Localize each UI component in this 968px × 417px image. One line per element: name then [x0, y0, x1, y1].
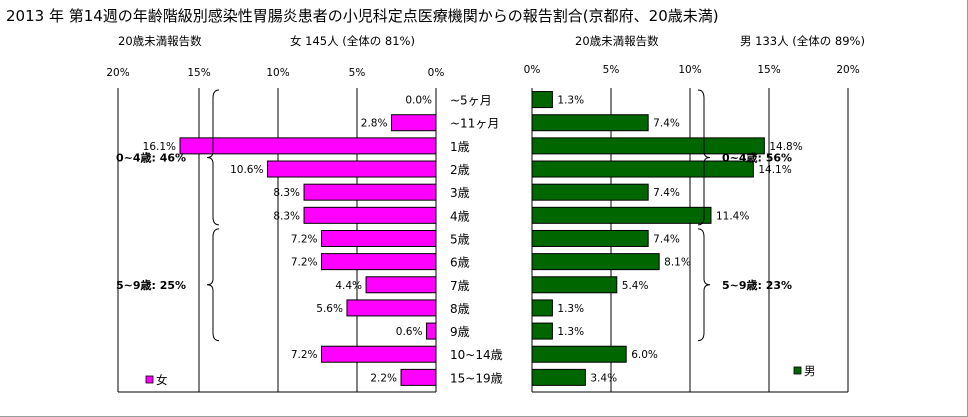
female-value-label: 8.3%: [273, 187, 300, 199]
male-group-brace: [697, 89, 711, 226]
female-legend-label: 女: [156, 373, 168, 387]
male-value-label: 1.3%: [557, 326, 584, 338]
male-value-label: 8.1%: [664, 257, 691, 269]
male-bar: [531, 345, 627, 363]
male-group-label: 0~4歳: 56%: [722, 150, 792, 164]
male-bar: [531, 276, 618, 294]
female-group-brace: [206, 228, 220, 342]
category-label: 1歳: [450, 140, 470, 154]
female-bar: [321, 345, 437, 363]
female-group-label: 5~9歳: 25%: [116, 278, 186, 292]
male-bar: [531, 368, 586, 386]
female-bar: [303, 183, 437, 201]
male-group-brace: [697, 228, 711, 342]
male-value-label: 1.3%: [557, 95, 584, 107]
female-tick-label: 20%: [106, 67, 129, 79]
female-bar: [346, 299, 437, 317]
male-value-label: 1.3%: [557, 303, 584, 315]
female-tick-label: 5%: [349, 67, 366, 79]
male-value-label: 7.4%: [653, 187, 680, 199]
category-label: 4歳: [450, 209, 470, 223]
female-value-label: 0.0%: [405, 95, 432, 107]
female-bar: [303, 206, 437, 224]
male-bar: [531, 322, 553, 340]
male-bar: [531, 183, 649, 201]
female-value-label: 2.2%: [370, 372, 397, 384]
female-value-label: 16.1%: [143, 141, 176, 153]
female-value-label: 7.2%: [291, 233, 318, 245]
male-tick-label: 20%: [836, 64, 859, 76]
category-label: 15~19歳: [450, 371, 503, 385]
male-value-label: 6.0%: [631, 349, 658, 361]
category-label: 8歳: [450, 302, 470, 316]
category-label: 2歳: [450, 163, 470, 177]
female-group-brace: [206, 89, 220, 226]
male-bar: [531, 253, 660, 271]
female-bar: [400, 368, 437, 386]
male-bar: [531, 137, 765, 155]
category-label: 9歳: [450, 325, 470, 339]
female-value-label: 10.6%: [230, 164, 263, 176]
female-tick-label: 15%: [187, 67, 210, 79]
female-header-total: 女 145人 (全体の 81%): [290, 34, 415, 48]
female-bar: [365, 276, 437, 294]
male-value-label: 14.8%: [769, 141, 802, 153]
male-header-total: 男 133人 (全体の 89%): [740, 34, 865, 48]
chart-title: 2013 年 第14週の年齢階級別感染性胃腸炎患者の小児科定点医療機関からの報告…: [6, 7, 719, 25]
category-label: ~5ヶ月: [450, 94, 492, 108]
female-header-count-label: 20歳未満報告数: [118, 34, 202, 48]
gridlines: [117, 88, 849, 393]
female-legend-swatch: [145, 375, 154, 384]
male-header-count-label: 20歳未満報告数: [575, 34, 659, 48]
female-value-label: 8.3%: [273, 210, 300, 222]
female-value-label: 0.6%: [396, 326, 423, 338]
female-bar: [266, 160, 437, 178]
female-bar: [390, 114, 437, 132]
female-value-label: 7.2%: [291, 349, 318, 361]
female-group-label: 0~4歳: 46%: [116, 150, 186, 164]
female-bar: [425, 322, 437, 340]
female-bar: [179, 137, 437, 155]
category-label: 7歳: [450, 279, 470, 293]
female-value-label: 5.6%: [316, 303, 343, 315]
female-value-label: 7.2%: [291, 257, 318, 269]
category-label: 3歳: [450, 186, 470, 200]
male-tick-label: 15%: [757, 64, 780, 76]
male-bar: [531, 229, 649, 247]
male-tick-label: 10%: [678, 64, 701, 76]
female-value-label: 4.4%: [335, 280, 362, 292]
female-tick-label: 0%: [428, 67, 445, 79]
female-bar: [321, 229, 437, 247]
female-tick-label: 10%: [266, 67, 289, 79]
male-bar: [531, 299, 553, 317]
male-value-label: 3.4%: [590, 372, 617, 384]
male-legend-label: 男: [804, 364, 816, 378]
male-tick-label: 5%: [603, 64, 620, 76]
category-label: ~11ヶ月: [450, 117, 499, 131]
male-tick-label: 0%: [524, 64, 541, 76]
male-bar: [531, 114, 649, 132]
male-bar: [531, 91, 553, 109]
male-bar: [531, 160, 754, 178]
male-value-label: 11.4%: [716, 210, 749, 222]
male-group-label: 5~9歳: 23%: [722, 278, 792, 292]
category-label: 5歳: [450, 232, 470, 246]
bars: [145, 89, 802, 386]
female-value-label: 2.8%: [361, 118, 388, 130]
male-legend-swatch: [793, 366, 802, 375]
male-value-label: 7.4%: [653, 233, 680, 245]
chart-text: 20歳未満報告数 女 145人 (全体の 81%) 20% 15% 10% 5% 0% 0.0…: [106, 34, 865, 387]
male-value-label: 14.1%: [758, 164, 791, 176]
category-label: 10~14歳: [450, 348, 503, 362]
male-value-label: 5.4%: [622, 280, 649, 292]
category-label: 6歳: [450, 256, 470, 270]
male-value-label: 7.4%: [653, 118, 680, 130]
female-bar: [321, 253, 437, 271]
male-bar: [531, 206, 712, 224]
